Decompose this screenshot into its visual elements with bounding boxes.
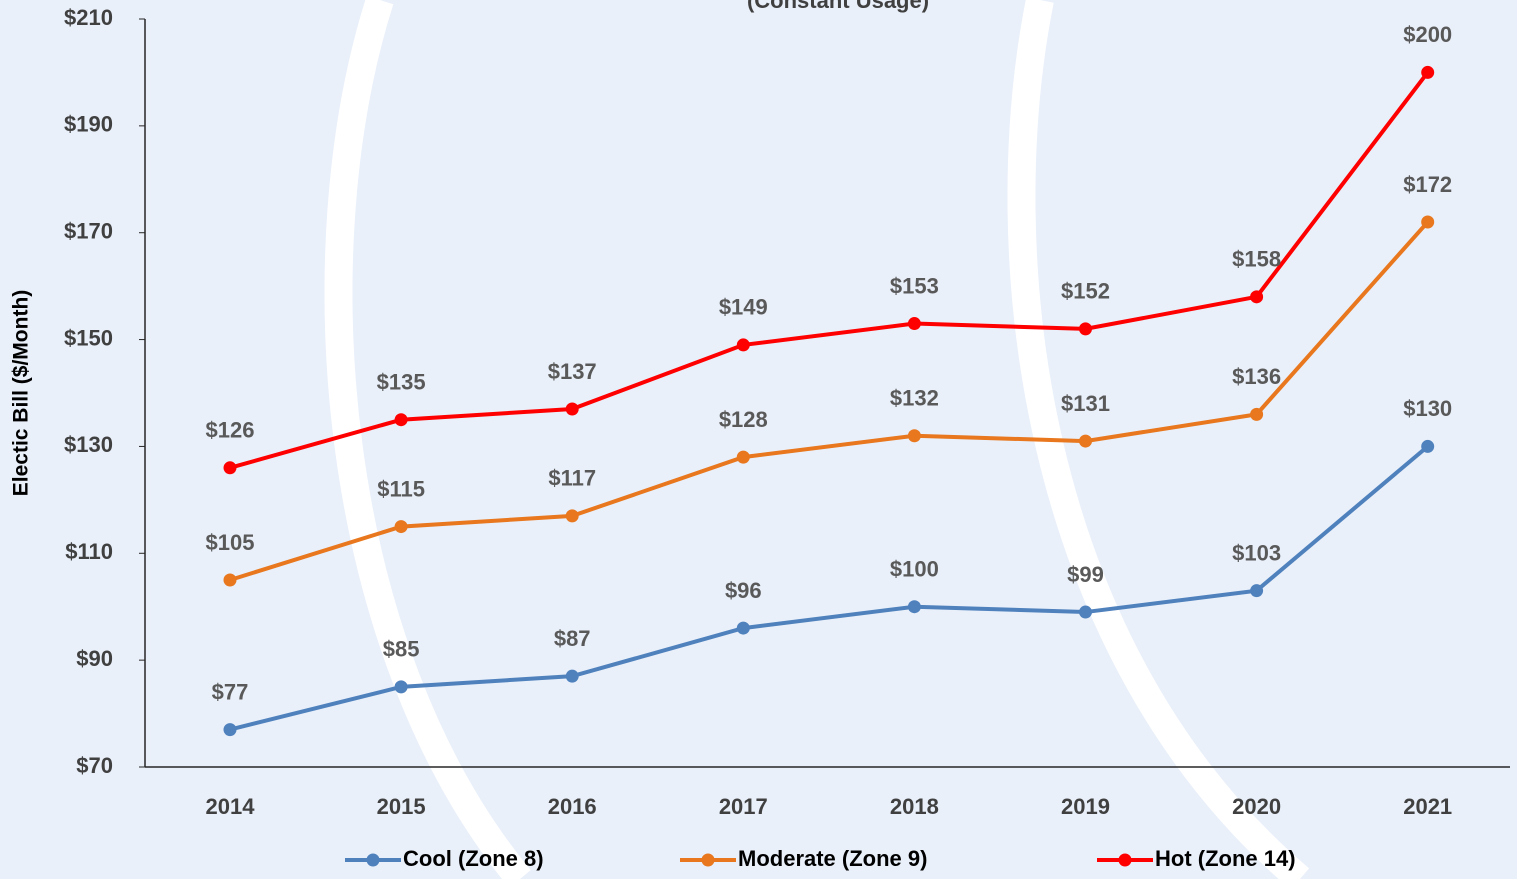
y-tick-label: $210 xyxy=(64,5,113,30)
value-label: $100 xyxy=(890,557,939,582)
chart-title: (Constant Usage) xyxy=(747,0,929,13)
point xyxy=(907,429,921,443)
point xyxy=(1250,290,1264,304)
legend-label: Cool (Zone 8) xyxy=(403,846,544,871)
x-tick-label: 2021 xyxy=(1403,794,1452,819)
y-axis-label: Electic Bill ($/Month) xyxy=(10,290,33,497)
point xyxy=(1079,434,1092,448)
y-tick-label: $170 xyxy=(64,219,113,244)
value-label: $126 xyxy=(206,418,255,443)
value-label: $77 xyxy=(212,679,249,704)
x-tick-label: 2019 xyxy=(1061,794,1110,819)
point xyxy=(565,509,579,523)
value-label: $135 xyxy=(377,370,426,395)
series-line xyxy=(229,444,1429,732)
value-label: $96 xyxy=(725,578,762,603)
point xyxy=(736,621,750,635)
legend-marker xyxy=(701,853,715,867)
point xyxy=(1421,65,1435,79)
point xyxy=(907,600,921,614)
value-label: $117 xyxy=(548,466,596,491)
point xyxy=(907,317,921,331)
value-label: $153 xyxy=(890,273,939,298)
value-label: $128 xyxy=(719,407,768,432)
value-label: $200 xyxy=(1403,22,1452,47)
value-label: $132 xyxy=(890,386,939,411)
value-label: $149 xyxy=(719,295,768,320)
value-label: $130 xyxy=(1403,396,1452,421)
legend-marker xyxy=(1118,853,1132,867)
x-tick-label: 2014 xyxy=(206,794,256,819)
value-label: $136 xyxy=(1232,364,1281,389)
x-tick-label: 2015 xyxy=(377,794,426,819)
point xyxy=(1421,215,1435,229)
point xyxy=(394,520,408,534)
decor-arc xyxy=(324,0,531,879)
x-tick-label: 2020 xyxy=(1232,794,1281,819)
point xyxy=(1421,439,1435,453)
point xyxy=(223,723,237,737)
value-label: $137 xyxy=(548,359,597,384)
series-line xyxy=(229,71,1430,470)
point xyxy=(736,450,750,464)
value-label: $131 xyxy=(1061,391,1110,416)
value-label: $87 xyxy=(554,626,591,651)
point xyxy=(1079,605,1092,619)
y-tick-label: $130 xyxy=(64,432,113,457)
y-tick-label: $70 xyxy=(76,753,113,778)
value-label: $172 xyxy=(1403,172,1452,197)
decor-arc xyxy=(1007,0,1310,879)
point xyxy=(565,402,579,416)
value-label: $152 xyxy=(1061,279,1110,304)
value-label: $99 xyxy=(1067,562,1104,587)
point xyxy=(1250,584,1264,598)
point xyxy=(394,413,408,427)
y-tick-label: $90 xyxy=(76,646,113,671)
point xyxy=(1250,407,1264,421)
value-label: $85 xyxy=(383,637,420,662)
value-label: $158 xyxy=(1232,247,1281,272)
point xyxy=(223,573,237,587)
point xyxy=(736,338,750,352)
legend-label: Moderate (Zone 9) xyxy=(738,846,927,871)
point xyxy=(1079,322,1092,336)
value-label: $105 xyxy=(206,530,255,555)
y-tick-label: $190 xyxy=(64,112,113,137)
y-tick-label: $110 xyxy=(65,539,113,564)
series-line xyxy=(229,220,1430,582)
value-label: $103 xyxy=(1232,540,1281,565)
value-label: $115 xyxy=(377,476,425,501)
y-tick-label: $150 xyxy=(64,325,113,350)
legend-label: Hot (Zone 14) xyxy=(1155,846,1296,871)
x-tick-label: 2017 xyxy=(719,794,768,819)
x-tick-label: 2018 xyxy=(890,794,939,819)
point xyxy=(565,669,579,683)
point xyxy=(223,461,237,475)
x-tick-label: 2016 xyxy=(548,794,597,819)
point xyxy=(394,680,408,694)
legend-marker xyxy=(366,853,380,867)
